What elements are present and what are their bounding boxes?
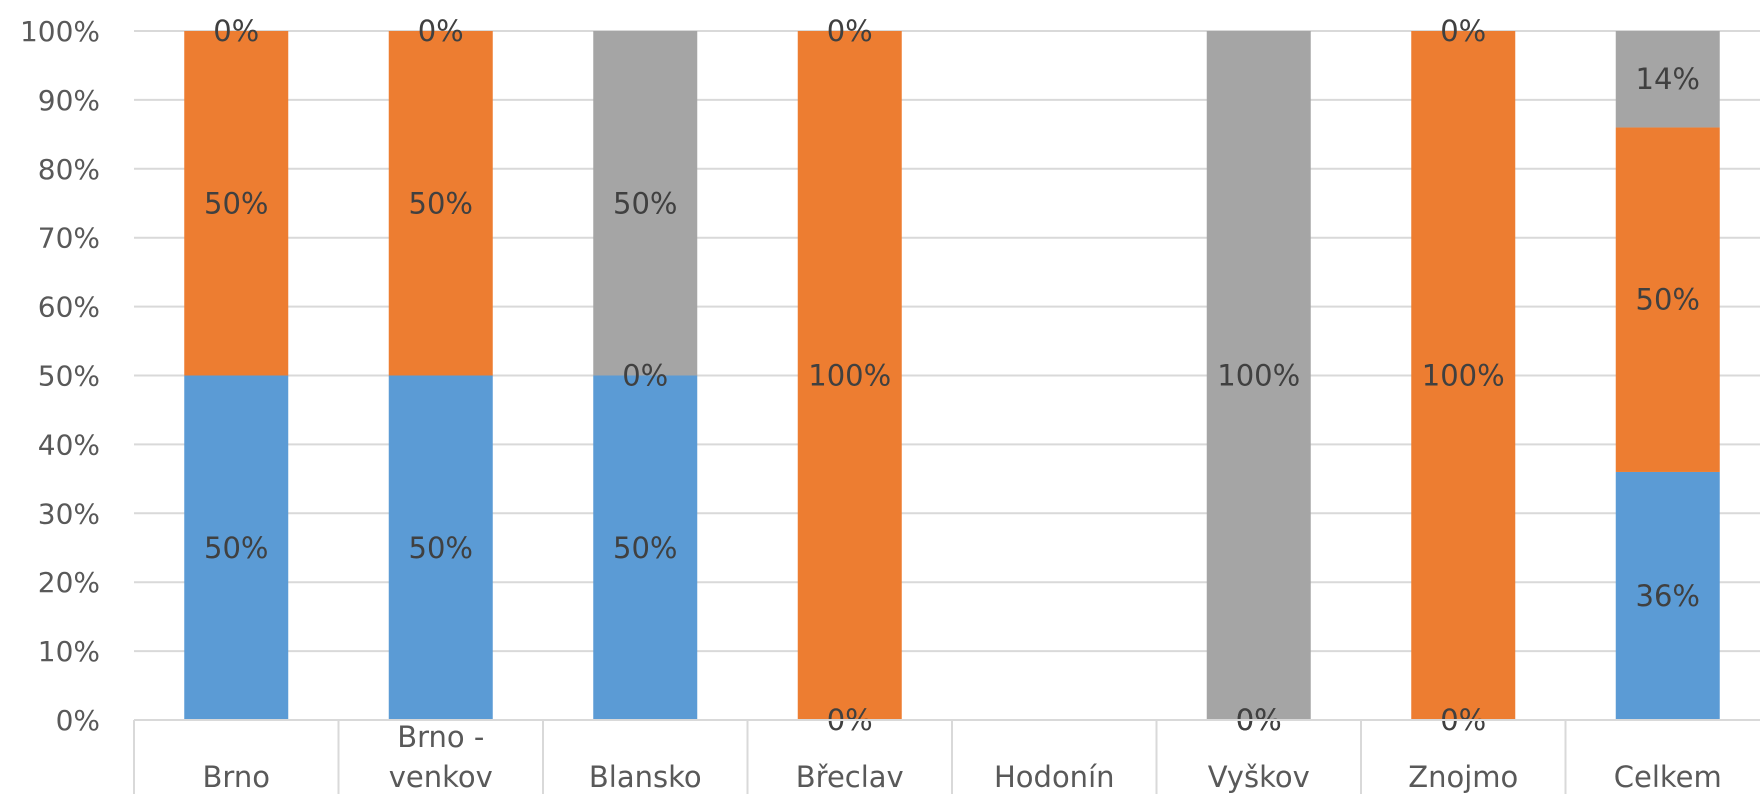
- data-label: 0%: [622, 359, 668, 393]
- x-category-label-line: Brno: [203, 760, 270, 794]
- data-label: 50%: [1636, 283, 1700, 317]
- x-category-label: Břeclav: [796, 760, 904, 794]
- y-tick-label: 40%: [38, 428, 100, 461]
- x-category-label-line: Břeclav: [796, 760, 904, 794]
- data-label: 100%: [1422, 359, 1505, 393]
- data-label: 36%: [1636, 579, 1700, 613]
- y-tick-label: 70%: [38, 222, 100, 255]
- x-category-label: Brno: [203, 760, 270, 794]
- y-tick-label: 30%: [38, 497, 100, 530]
- data-label: 50%: [613, 186, 677, 220]
- y-tick-label: 0%: [56, 704, 100, 737]
- bar-segment: [388, 31, 493, 376]
- x-category-label-line: Vyškov: [1208, 760, 1310, 794]
- bar-segment: [1615, 31, 1720, 128]
- x-category-label-line: Celkem: [1614, 760, 1722, 794]
- x-category-label: Celkem: [1614, 760, 1722, 794]
- y-tick-label: 10%: [38, 635, 100, 668]
- data-label: 0%: [418, 14, 464, 48]
- x-category-label: Znojmo: [1408, 760, 1518, 794]
- data-label: 50%: [409, 186, 473, 220]
- data-label: 0%: [1440, 14, 1486, 48]
- bar-segment: [184, 375, 289, 720]
- data-label: 50%: [409, 531, 473, 565]
- y-tick-label: 80%: [38, 153, 100, 186]
- data-label: 100%: [808, 359, 891, 393]
- x-category-label-line: Hodonín: [994, 760, 1115, 794]
- x-category-label-line: Znojmo: [1408, 760, 1518, 794]
- x-axis: Brno Brno - venkov Blansko Břeclav Hodonín Vyš…: [133, 719, 1760, 794]
- bar-segment: [797, 31, 902, 720]
- x-category-label: Hodonín: [994, 760, 1115, 794]
- data-label: 100%: [1217, 359, 1300, 393]
- bar-segment: [1206, 31, 1311, 720]
- y-tick-label: 20%: [38, 566, 100, 599]
- data-label: 14%: [1636, 62, 1700, 96]
- y-tick-label: 50%: [38, 360, 100, 393]
- bar-segment: [593, 375, 698, 720]
- bar-segment: [388, 375, 493, 720]
- data-label: 50%: [204, 531, 268, 565]
- bar-segment: [184, 31, 289, 376]
- x-category-label: Vyškov: [1208, 760, 1310, 794]
- data-label: 0%: [213, 14, 259, 48]
- gridlines: [134, 30, 1760, 653]
- y-tick-label: 60%: [38, 291, 100, 324]
- y-tick-label: 100%: [20, 15, 100, 48]
- bar-segment: [1615, 471, 1720, 720]
- data-label: 0%: [827, 14, 873, 48]
- y-axis: 0% 10% 20% 30% 40% 50% 60% 70% 80% 90% 100%: [20, 15, 100, 737]
- bar-segment: [1411, 31, 1516, 720]
- x-category-label-line: Brno -: [397, 720, 484, 754]
- y-tick-label: 90%: [38, 84, 100, 117]
- data-label: 50%: [613, 531, 677, 565]
- bar-segment: [593, 31, 698, 376]
- x-category-label-line: venkov: [389, 760, 493, 794]
- x-category-label-line: Blansko: [589, 760, 702, 794]
- data-label: 50%: [204, 186, 268, 220]
- bar-segments: [184, 31, 1720, 720]
- x-category-label: Brno - venkov: [389, 720, 493, 794]
- x-category-label: Blansko: [589, 760, 702, 794]
- bar-segment: [1615, 127, 1720, 472]
